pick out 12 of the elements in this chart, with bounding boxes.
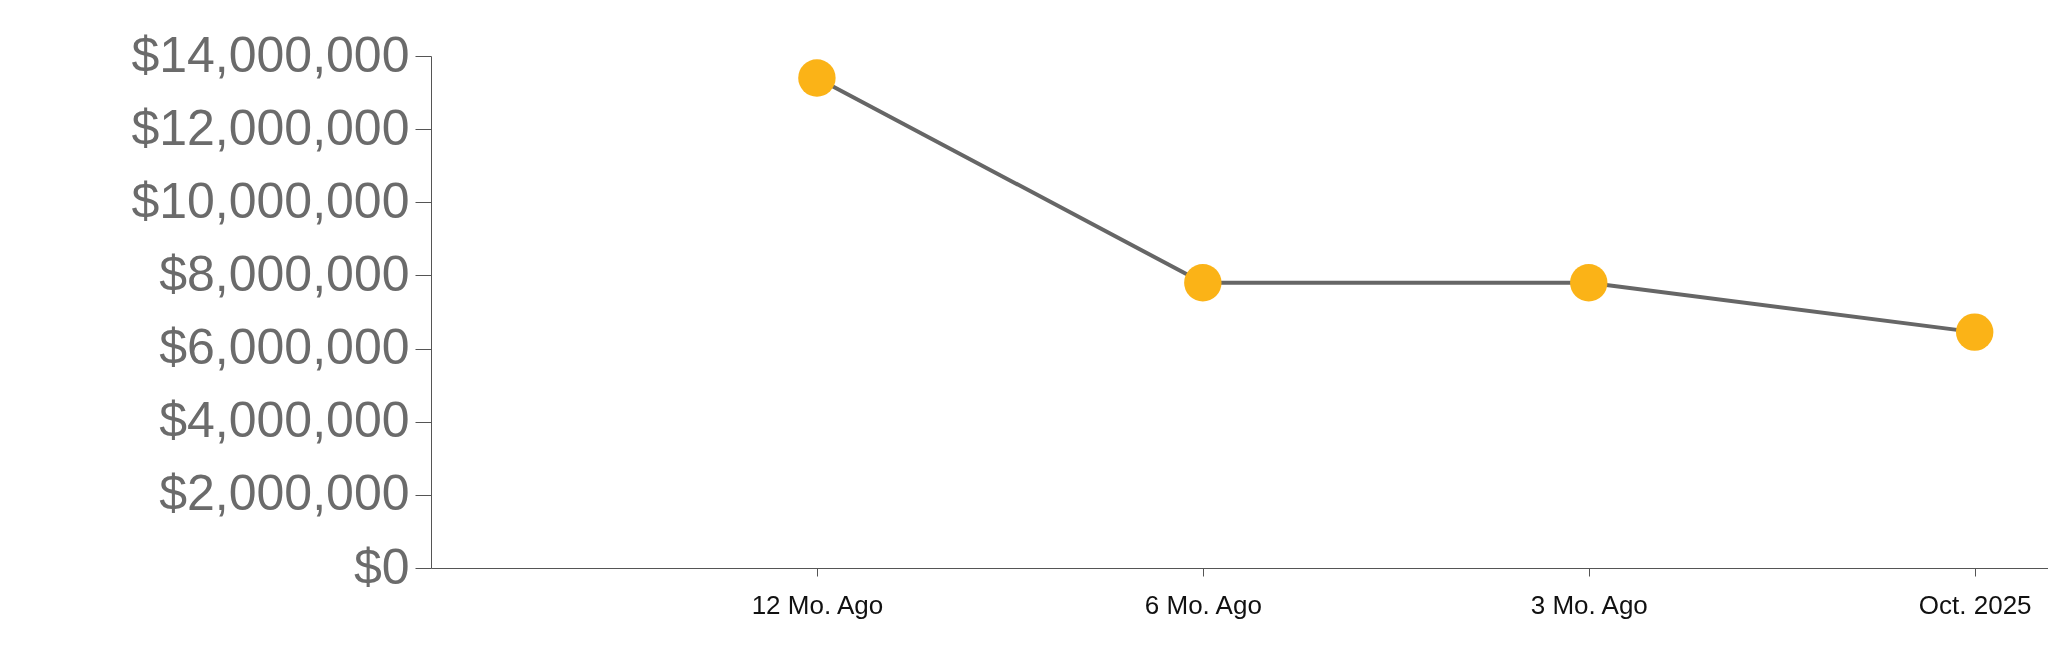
x-tick-label: 3 Mo. Ago: [1530, 589, 1648, 620]
y-tick-label: $2,000,000: [159, 465, 410, 522]
y-tick-label: $14,000,000: [131, 26, 410, 83]
y-tick-label: $10,000,000: [131, 172, 410, 229]
x-tick-label: Oct. 2025: [1918, 589, 2032, 620]
y-tick-label: $4,000,000: [159, 392, 410, 449]
y-tick-label: $12,000,000: [131, 99, 410, 156]
x-tick-label: 12 Mo. Ago: [751, 589, 884, 620]
y-tick-label: $0: [353, 538, 410, 595]
x-tick-label: 6 Mo. Ago: [1144, 589, 1262, 620]
y-tick-label: $8,000,000: [159, 245, 410, 302]
y-tick-label: $6,000,000: [159, 319, 410, 376]
